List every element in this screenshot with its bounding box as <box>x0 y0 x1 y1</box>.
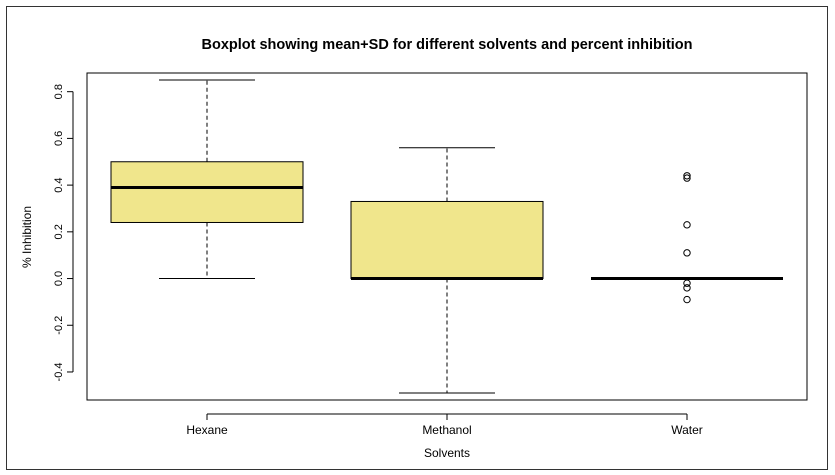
box-iqr <box>350 200 544 280</box>
y-axis-label: % Inhibition <box>20 206 34 268</box>
box-water <box>591 172 783 304</box>
y-tick-label: 0.2 <box>53 224 65 239</box>
y-tick-label: 0.0 <box>53 271 65 286</box>
x-tick-label: Water <box>671 423 703 437</box>
outlier-point <box>683 249 691 257</box>
plot-area <box>86 72 808 401</box>
chart-title: Boxplot showing mean+SD for different so… <box>201 37 692 53</box>
boxplot-chart: Boxplot showing mean+SD for different so… <box>20 37 808 460</box>
y-tick-label: -0.2 <box>53 316 65 335</box>
x-tick-label: Methanol <box>422 423 471 437</box>
outlier-point <box>683 295 691 304</box>
y-tick-label: 0.6 <box>53 131 65 146</box>
outlier-point <box>683 172 691 180</box>
x-axis: Hexane Methanol Water <box>186 413 703 437</box>
y-tick-label: 0.4 <box>53 177 65 192</box>
y-axis: -0.4 -0.2 0.0 0.2 0.4 0.6 0.8 <box>53 84 74 381</box>
box-hexane <box>110 79 304 280</box>
x-axis-label: Solvents <box>424 446 470 460</box>
outlier-point <box>683 279 691 287</box>
x-tick-label: Hexane <box>186 423 228 437</box>
figure-frame: Boxplot showing mean+SD for different so… <box>6 6 828 470</box>
outlier-point <box>683 284 691 292</box>
outlier-point <box>683 174 691 182</box>
outlier-point <box>683 221 691 229</box>
y-tick-label: -0.4 <box>53 362 65 381</box>
boxes-layer <box>110 79 783 394</box>
box-iqr <box>110 161 304 223</box>
box-methanol <box>350 147 544 394</box>
y-tick-label: 0.8 <box>53 84 65 99</box>
